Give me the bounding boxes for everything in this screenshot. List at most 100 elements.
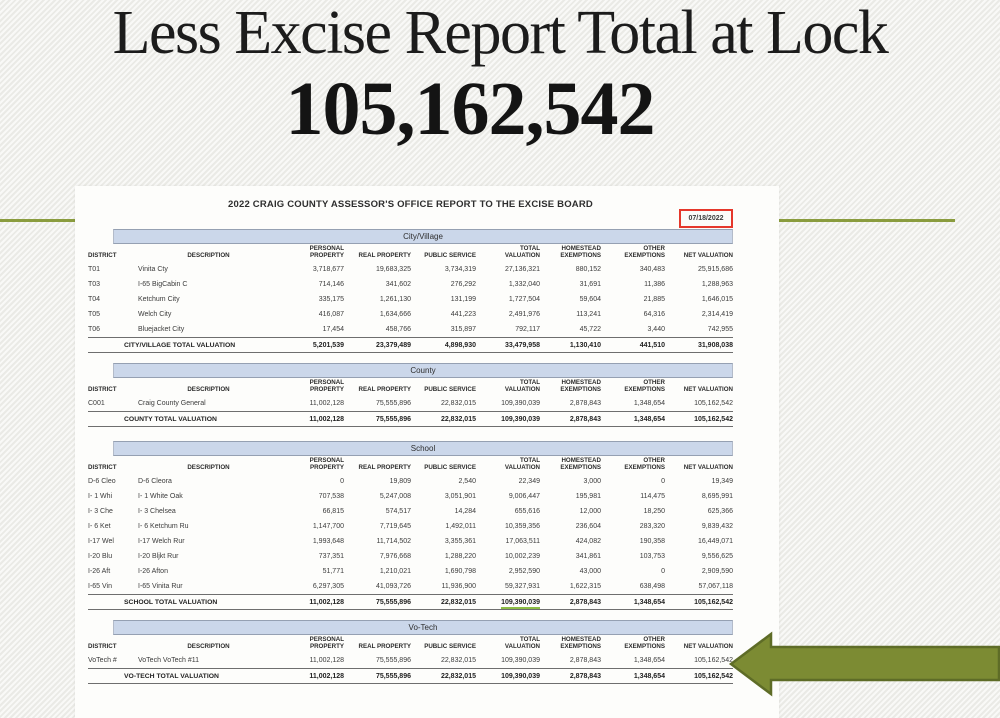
value-cell: 10,002,239 <box>504 553 540 560</box>
district-cell: VoTech # <box>88 657 117 664</box>
column-header: REAL PROPERTY <box>358 643 412 651</box>
table-row: T03 I-65 BigCabin C 714,146 341,602 276,292 1… <box>88 277 733 292</box>
table-row: T01 Vinita Cty 3,718,677 19,683,325 3,734,31… <box>88 262 733 277</box>
section-table-body: T01 Vinita Cty 3,718,677 19,683,325 3,734,31… <box>88 262 733 353</box>
column-header: DESCRIPTION <box>187 464 230 472</box>
value-cell: 441,223 <box>450 311 476 318</box>
value-cell: 43,000 <box>579 568 601 575</box>
section-table-body: VoTech # VoTech VoTech #11 11,002,128 75,55… <box>88 653 733 684</box>
value-cell: 0 <box>661 568 665 575</box>
value-cell: 638,498 <box>639 583 665 590</box>
value-cell: 1,332,040 <box>508 281 540 288</box>
table-row: I- 1 Whi I- 1 White Oak 707,538 5,247,008 3,… <box>88 489 733 504</box>
value-cell: 109,390,039 <box>501 400 540 407</box>
section-total-row: CITY/VILLAGE TOTAL VALUATION 5,201,539 23,… <box>88 337 733 353</box>
value-cell: 3,355,361 <box>444 538 476 545</box>
value-cell: 11,002,128 <box>309 400 344 407</box>
column-header: PUBLIC SERVICE <box>424 252 476 260</box>
column-header: NET VALUATION <box>683 464 733 472</box>
description-cell: Vinita Cty <box>138 266 168 273</box>
total-value-cell: 4,898,930 <box>411 337 476 353</box>
report-section: Vo-Tech DISTRICT DESCRIPTION PERSONAL PROPE… <box>88 620 733 684</box>
value-cell: 41,093,726 <box>375 583 411 590</box>
total-value-cell: 75,555,896 <box>344 411 411 427</box>
value-cell: 9,839,432 <box>701 523 733 530</box>
value-cell: 131,199 <box>450 296 476 303</box>
value-cell: 17,063,511 <box>505 538 540 545</box>
table-row: I- 3 Che I- 3 Chelsea 66,815 574,517 14,284 6… <box>88 504 733 519</box>
section-total-row: VO-TECH TOTAL VALUATION 11,002,128 75,555,… <box>88 668 733 684</box>
total-value-cell: 109,390,039 <box>476 411 540 427</box>
total-value-cell: 105,162,542 <box>665 411 733 427</box>
value-cell: 424,082 <box>575 538 601 545</box>
value-cell: 0 <box>340 478 344 485</box>
value-cell: 707,538 <box>318 493 344 500</box>
total-value-cell: 109,390,039 <box>476 594 540 610</box>
section-table-head: DISTRICT DESCRIPTION PERSONAL PROPERTY REAL… <box>88 635 733 653</box>
value-cell: 1,288,220 <box>444 553 476 560</box>
table-row: I-65 Vin I-65 Vinita Rur 6,297,305 41,093,7… <box>88 579 733 595</box>
value-cell: 1,147,700 <box>312 523 344 530</box>
section-table: DISTRICT DESCRIPTION PERSONAL PROPERTY REAL… <box>88 456 733 610</box>
column-header: OTHER EXEMPTIONS <box>624 244 665 260</box>
district-cell: D-6 Cleo <box>88 478 116 485</box>
value-cell: 1,727,504 <box>508 296 540 303</box>
description-cell: I-65 BigCabin C <box>138 281 188 288</box>
value-cell: 714,146 <box>318 281 344 288</box>
district-cell: I- 1 Whi <box>88 493 113 500</box>
column-header: DISTRICT <box>88 464 117 472</box>
value-cell: 113,241 <box>576 311 601 318</box>
value-cell: 109,390,039 <box>501 657 540 664</box>
description-cell: Ketchum City <box>138 296 180 303</box>
value-cell: 11,714,502 <box>376 538 411 545</box>
total-label: SCHOOL TOTAL VALUATION <box>88 594 279 610</box>
value-cell: 2,878,843 <box>569 400 601 407</box>
column-header: TOTAL VALUATION <box>504 244 540 260</box>
column-header: NET VALUATION <box>683 643 733 651</box>
section-table: DISTRICT DESCRIPTION PERSONAL PROPERTY REAL… <box>88 244 733 353</box>
value-cell: 2,540 <box>458 478 476 485</box>
value-cell: 3,440 <box>647 326 665 333</box>
value-cell: 341,602 <box>385 281 411 288</box>
total-value-cell: 22,832,015 <box>411 668 476 684</box>
total-value-cell: 22,832,015 <box>411 594 476 610</box>
report-title: 2022 CRAIG COUNTY ASSESSOR'S OFFICE REPO… <box>228 199 593 210</box>
value-cell: 114,475 <box>640 493 665 500</box>
total-label: CITY/VILLAGE TOTAL VALUATION <box>88 337 279 353</box>
value-cell: 75,555,896 <box>375 400 411 407</box>
column-header-row: DISTRICT DESCRIPTION PERSONAL PROPERTY REAL… <box>88 244 733 262</box>
value-cell: 2,491,976 <box>508 311 540 318</box>
section-total-row: COUNTY TOTAL VALUATION 11,002,128 75,555,8… <box>88 411 733 427</box>
value-cell: 1,646,015 <box>701 296 733 303</box>
column-header-row: DISTRICT DESCRIPTION PERSONAL PROPERTY REAL… <box>88 635 733 653</box>
value-cell: 2,314,419 <box>701 311 733 318</box>
column-header: HOMESTEAD EXEMPTIONS <box>560 635 601 651</box>
value-cell: 1,622,315 <box>569 583 601 590</box>
column-header: DISTRICT <box>88 252 117 260</box>
column-header: DESCRIPTION <box>187 386 230 394</box>
value-cell: 59,604 <box>579 296 601 303</box>
total-label: COUNTY TOTAL VALUATION <box>88 411 279 427</box>
description-cell: I- 1 White Oak <box>138 493 183 500</box>
value-cell: 59,327,931 <box>504 583 540 590</box>
value-cell: 283,320 <box>639 523 665 530</box>
value-cell: 655,616 <box>514 508 540 515</box>
total-value-cell: 1,348,654 <box>601 411 665 427</box>
value-cell: 236,604 <box>575 523 601 530</box>
description-cell: I- 6 Ketchum Ru <box>138 523 189 530</box>
report-content: 2022 CRAIG COUNTY ASSESSOR'S OFFICE REPO… <box>88 186 733 684</box>
section-table-head: DISTRICT DESCRIPTION PERSONAL PROPERTY REAL… <box>88 244 733 262</box>
report-sections: City/Village DISTRICT DESCRIPTION PERSONAL … <box>88 229 733 684</box>
district-cell: T03 <box>88 281 101 288</box>
column-header: REAL PROPERTY <box>358 252 412 260</box>
value-cell: 2,909,590 <box>701 568 733 575</box>
column-header: NET VALUATION <box>683 386 733 394</box>
value-cell: 27,136,321 <box>504 266 540 273</box>
value-cell: 19,349 <box>711 478 733 485</box>
value-cell: 11,936,900 <box>441 583 476 590</box>
column-header: PERSONAL PROPERTY <box>309 635 344 651</box>
value-cell: 57,067,118 <box>698 583 733 590</box>
total-label: VO-TECH TOTAL VALUATION <box>88 668 279 684</box>
underlined-total-value: 109,390,039 <box>501 598 540 609</box>
value-cell: 880,152 <box>575 266 601 273</box>
